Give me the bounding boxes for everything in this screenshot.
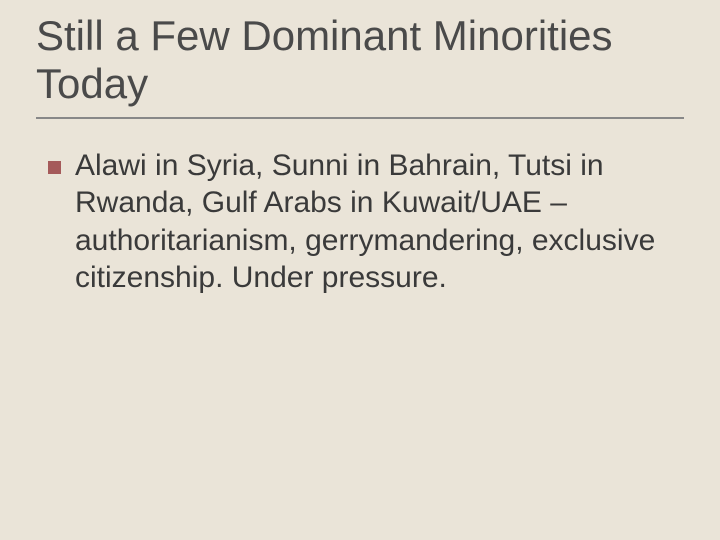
bullet-item: Alawi in Syria, Sunni in Bahrain, Tutsi …: [48, 147, 684, 297]
bullet-square-icon: [48, 161, 61, 174]
slide-container: Still a Few Dominant Minorities Today Al…: [0, 0, 720, 540]
content-area: Alawi in Syria, Sunni in Bahrain, Tutsi …: [36, 147, 684, 297]
slide-title: Still a Few Dominant Minorities Today: [36, 12, 684, 109]
title-divider: [36, 117, 684, 119]
bullet-text: Alawi in Syria, Sunni in Bahrain, Tutsi …: [75, 147, 684, 297]
